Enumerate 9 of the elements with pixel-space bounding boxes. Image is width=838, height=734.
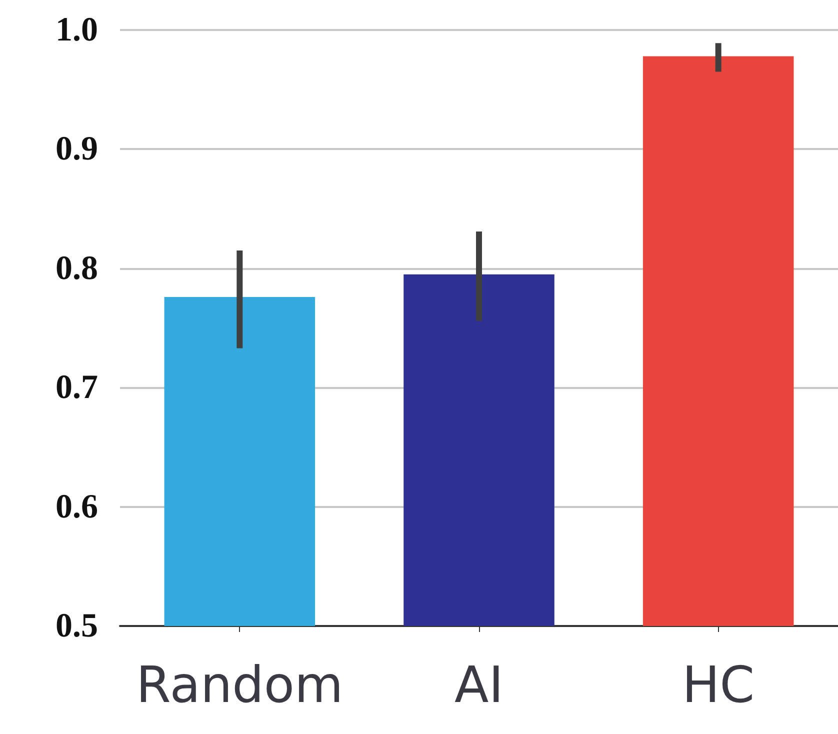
y-tick-label: 0.5 xyxy=(56,608,98,644)
y-tick-label: 0.7 xyxy=(56,369,98,406)
x-tick-label: Random xyxy=(136,656,344,714)
x-tick-label: HC xyxy=(682,656,755,714)
y-tick-label: 0.6 xyxy=(56,488,98,526)
y-tick-label: 0.9 xyxy=(56,130,98,168)
x-tick-label: AI xyxy=(454,656,504,714)
y-tick-label: 0.8 xyxy=(56,250,98,287)
y-tick-label: 1.0 xyxy=(56,12,98,48)
